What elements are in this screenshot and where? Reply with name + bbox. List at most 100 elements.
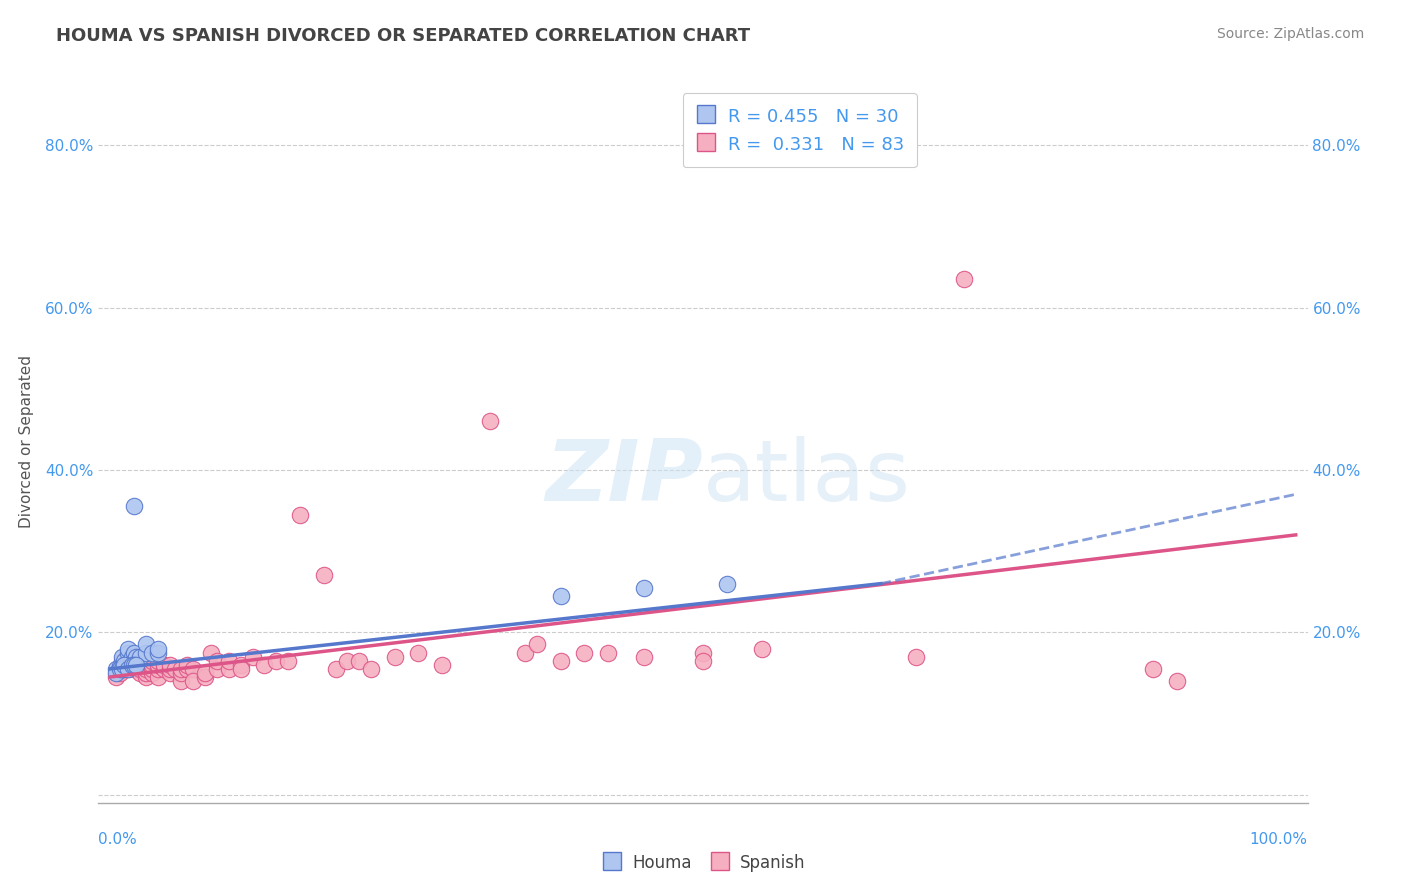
Point bbox=[117, 654, 139, 668]
Point bbox=[253, 657, 276, 672]
Point bbox=[146, 657, 169, 672]
Point bbox=[125, 657, 148, 672]
Point bbox=[108, 662, 131, 676]
Point bbox=[347, 654, 370, 668]
Point bbox=[550, 654, 572, 668]
Point bbox=[229, 662, 252, 676]
Point bbox=[105, 670, 128, 684]
Legend: Houma, Spanish: Houma, Spanish bbox=[593, 847, 813, 880]
Point bbox=[135, 670, 157, 684]
Point bbox=[129, 662, 152, 676]
Text: Source: ZipAtlas.com: Source: ZipAtlas.com bbox=[1216, 27, 1364, 41]
Point bbox=[159, 662, 181, 676]
Point bbox=[574, 646, 596, 660]
Point bbox=[264, 654, 287, 668]
Point bbox=[117, 654, 139, 668]
Point bbox=[129, 654, 152, 668]
Point bbox=[478, 414, 501, 428]
Point bbox=[141, 665, 163, 680]
Point bbox=[146, 641, 169, 656]
Point bbox=[146, 670, 169, 684]
Point bbox=[325, 662, 347, 676]
Point bbox=[432, 657, 454, 672]
Point bbox=[122, 649, 145, 664]
Point bbox=[1142, 662, 1164, 676]
Point bbox=[105, 662, 128, 676]
Point bbox=[181, 662, 204, 676]
Point bbox=[229, 657, 252, 672]
Point bbox=[159, 657, 181, 672]
Point bbox=[633, 649, 655, 664]
Point bbox=[550, 589, 572, 603]
Point bbox=[114, 662, 136, 676]
Point bbox=[1166, 673, 1188, 688]
Point bbox=[129, 657, 152, 672]
Text: 100.0%: 100.0% bbox=[1250, 831, 1308, 847]
Legend: R = 0.455   N = 30, R =  0.331   N = 83: R = 0.455 N = 30, R = 0.331 N = 83 bbox=[683, 93, 917, 167]
Point bbox=[141, 657, 163, 672]
Point bbox=[117, 646, 139, 660]
Point bbox=[336, 654, 359, 668]
Point bbox=[692, 654, 714, 668]
Point bbox=[135, 657, 157, 672]
Point bbox=[129, 665, 152, 680]
Text: ZIP: ZIP bbox=[546, 436, 703, 519]
Point bbox=[165, 662, 187, 676]
Point bbox=[194, 670, 217, 684]
Point bbox=[751, 641, 773, 656]
Point bbox=[146, 662, 169, 676]
Point bbox=[125, 649, 148, 664]
Point bbox=[194, 665, 217, 680]
Point bbox=[515, 646, 537, 660]
Point bbox=[122, 646, 145, 660]
Point bbox=[526, 638, 548, 652]
Point bbox=[135, 649, 157, 664]
Point bbox=[952, 272, 974, 286]
Point bbox=[114, 657, 136, 672]
Point bbox=[360, 662, 382, 676]
Point bbox=[716, 576, 738, 591]
Point bbox=[288, 508, 311, 522]
Point bbox=[141, 662, 163, 676]
Point bbox=[176, 662, 198, 676]
Point bbox=[135, 646, 157, 660]
Point bbox=[111, 657, 134, 672]
Point bbox=[181, 673, 204, 688]
Point bbox=[312, 568, 335, 582]
Point bbox=[135, 638, 157, 652]
Point bbox=[205, 662, 228, 676]
Point bbox=[141, 654, 163, 668]
Point bbox=[111, 662, 134, 676]
Point bbox=[200, 646, 222, 660]
Point bbox=[117, 641, 139, 656]
Point bbox=[122, 662, 145, 676]
Point bbox=[218, 662, 240, 676]
Point bbox=[205, 654, 228, 668]
Point bbox=[598, 646, 620, 660]
Point bbox=[384, 649, 406, 664]
Point bbox=[121, 649, 143, 664]
Point bbox=[129, 649, 152, 664]
Point bbox=[117, 657, 139, 672]
Point bbox=[122, 500, 145, 514]
Point bbox=[152, 662, 174, 676]
Point bbox=[122, 657, 145, 672]
Point bbox=[122, 657, 145, 672]
Point bbox=[121, 657, 143, 672]
Point bbox=[117, 662, 139, 676]
Point bbox=[146, 654, 169, 668]
Point bbox=[242, 649, 264, 664]
Point bbox=[170, 665, 193, 680]
Point bbox=[277, 654, 299, 668]
Text: atlas: atlas bbox=[703, 436, 911, 519]
Point bbox=[122, 654, 145, 668]
Point bbox=[218, 654, 240, 668]
Point bbox=[408, 646, 430, 660]
Point bbox=[114, 654, 136, 668]
Point bbox=[125, 657, 148, 672]
Y-axis label: Divorced or Separated: Divorced or Separated bbox=[18, 355, 34, 528]
Point bbox=[117, 662, 139, 676]
Point bbox=[141, 646, 163, 660]
Point bbox=[111, 649, 134, 664]
Point bbox=[633, 581, 655, 595]
